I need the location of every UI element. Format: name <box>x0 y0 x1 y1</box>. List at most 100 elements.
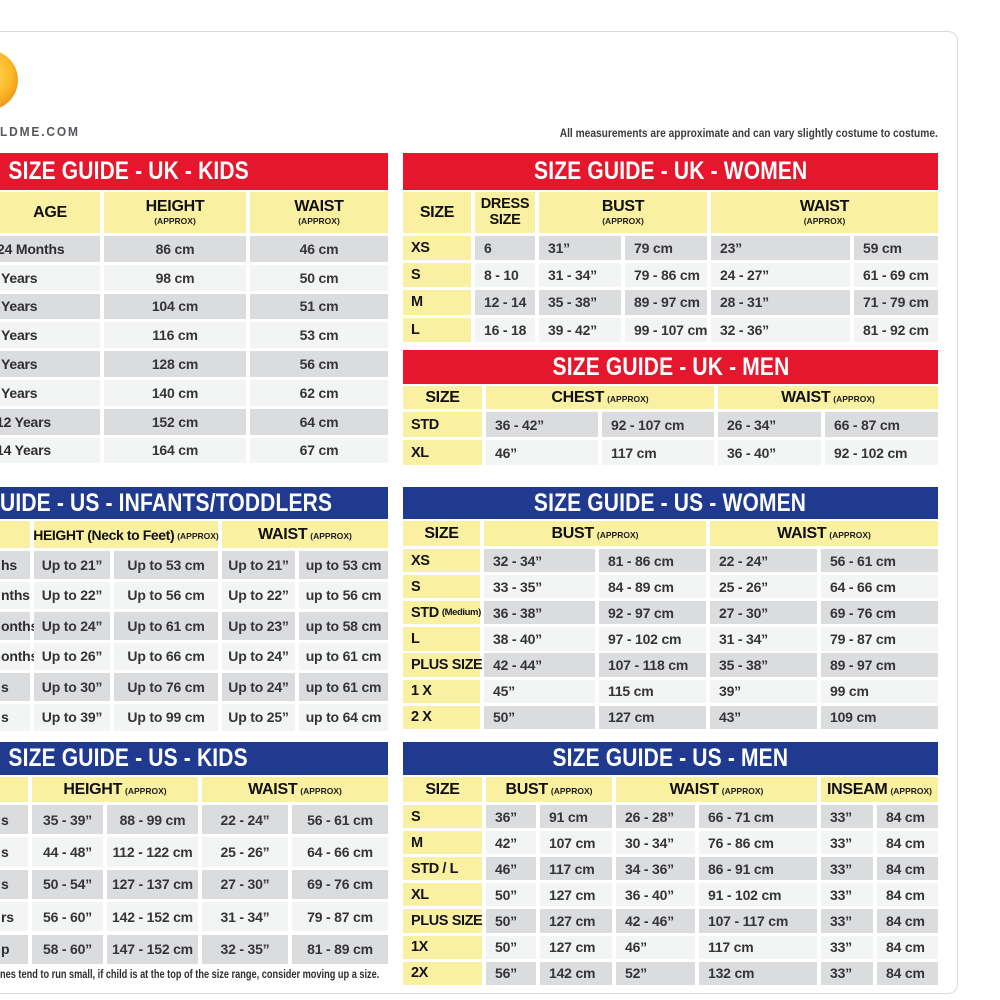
column-header <box>0 777 28 802</box>
measurement-cell: 36” <box>486 805 536 829</box>
age-label: Years <box>1 384 38 401</box>
measurement-cell: 27 - 30” <box>710 601 817 625</box>
column-header-approx: (APPROX) <box>300 786 342 796</box>
measurement-cell: 142 - 152 cm <box>107 902 198 932</box>
age-label: onths <box>1 648 39 665</box>
column-header-label: INSEAM <box>827 780 888 798</box>
table-title: SIZE GUIDE - US - MEN <box>552 744 789 772</box>
column-header-approx: (APPROX) <box>550 786 593 796</box>
size-label: STD <box>411 604 439 621</box>
table-title: SIZE GUIDE - UK - WOMEN <box>533 157 808 185</box>
age-label: Years <box>1 298 38 315</box>
age-label: s <box>1 876 9 893</box>
age-label-cell: 24 Months <box>0 236 100 262</box>
measurement-cell: 33” <box>821 935 873 959</box>
size-label-cell: PLUS SIZE <box>403 909 483 933</box>
age-label: 14 Years <box>0 442 51 459</box>
measurement-cell: 33” <box>821 961 873 985</box>
column-header-approx: (APPROX) <box>602 216 644 227</box>
measurement-cell: 46” <box>486 857 536 881</box>
column-header-approx: (APPROX) <box>829 530 871 540</box>
age-label-cell: Years <box>0 293 100 320</box>
measurement-cell: 33” <box>821 909 873 933</box>
age-label-cell: onths <box>0 642 38 670</box>
measurement-cell: 8 - 10 <box>475 263 535 288</box>
measurement-cell: 50” <box>486 909 536 933</box>
age-label-cell: s <box>0 805 28 835</box>
measurement-cell: 36 - 40” <box>616 883 695 907</box>
measurement-cell: 88 - 99 cm <box>107 805 198 835</box>
age-label: Years <box>1 356 38 373</box>
age-label: s <box>1 843 9 860</box>
column-header-approx: (APPROX) <box>177 531 219 541</box>
column-header: WAIST (APPROX) <box>718 386 938 409</box>
measurement-cell: 31 - 34” <box>539 263 621 288</box>
measurements-disclaimer: All measurements are approximate and can… <box>559 126 938 140</box>
measurement-cell: 79 - 87 cm <box>292 902 388 932</box>
column-header: AGE <box>0 192 100 233</box>
measurement-cell: 50 cm <box>250 264 388 291</box>
column-header-approx: (APPROX) <box>298 216 340 227</box>
age-label: s <box>1 811 9 828</box>
us-kids-sizing-note: nes tend to run small, if child is at th… <box>0 969 380 981</box>
column-header-approx: (APPROX) <box>125 786 167 796</box>
measurement-cell: 34 - 36” <box>616 857 695 881</box>
age-label-cell: Years <box>0 322 100 349</box>
measurement-cell: 81 - 92 cm <box>854 317 938 342</box>
measurement-cell: 31 - 34” <box>202 902 288 932</box>
table-us-women: SIZE GUIDE - US - WOMEN SIZE BUST (APPROX) W… <box>403 487 938 732</box>
measurement-cell: up to 61 cm <box>299 673 388 701</box>
measurement-cell: 69 - 76 cm <box>292 869 388 899</box>
column-header-label: WAIST <box>248 780 298 798</box>
column-header: HEIGHT (APPROX) <box>104 192 246 233</box>
measurement-cell: 50” <box>486 935 536 959</box>
column-header-label: SIZE <box>419 203 455 221</box>
measurement-cell: 92 - 97 cm <box>599 601 706 625</box>
measurement-cell: 36 - 42” <box>486 412 598 437</box>
age-label: 24 Months <box>0 240 65 257</box>
size-label-cell: STD (Medium) <box>403 601 481 625</box>
size-label-cell: M <box>403 831 482 855</box>
table-us-men: SIZE GUIDE - US - MEN SIZE BUST (APPROX) WAI… <box>403 742 938 988</box>
measurement-cell: 33” <box>821 883 873 907</box>
column-header-approx: (APPROX) <box>890 786 932 796</box>
measurement-cell: 39” <box>710 679 817 703</box>
column-header-label: HEIGHT <box>63 780 123 798</box>
age-label: s <box>1 678 9 695</box>
table-uk-men: SIZE GUIDE - UK - MEN SIZE CHEST (APPROX) WA… <box>403 350 938 468</box>
column-header-label: WAIST <box>669 780 719 798</box>
column-header-approx: (APPROX) <box>310 531 352 541</box>
size-label-cell: 2 X <box>403 705 480 729</box>
measurement-cell: 56 cm <box>250 351 388 377</box>
age-label-cell: onths <box>0 612 38 640</box>
column-header-label: WAIST <box>258 525 308 543</box>
measurement-cell: 98 cm <box>104 264 246 291</box>
measurement-cell: 127 cm <box>540 883 612 907</box>
measurement-cell: 33” <box>821 831 873 855</box>
column-header: SIZE <box>403 386 482 409</box>
age-label-cell: p <box>0 934 28 964</box>
size-label-cell: 1 X <box>403 679 480 703</box>
measurement-cell: 127 cm <box>599 705 706 729</box>
size-label-cell: XS <box>403 549 480 573</box>
age-label-cell: Years <box>0 380 100 406</box>
column-header: HEIGHT (APPROX) <box>32 777 198 802</box>
measurement-cell: 66 - 71 cm <box>699 805 817 829</box>
column-header: SIZE <box>403 777 482 802</box>
age-label: Years <box>1 269 38 286</box>
measurement-cell: 27 - 30” <box>202 869 288 899</box>
column-header-approx: (APPROX) <box>607 394 649 404</box>
table-title: UIDE - US - INFANTS/TODDLERS <box>0 488 333 517</box>
table-title-bar: SIZE GUIDE - UK - WOMEN <box>403 153 938 190</box>
column-header: HEIGHT (Neck to Feet) (APPROX) <box>33 521 219 548</box>
measurement-cell: up to 64 cm <box>299 703 388 731</box>
measurement-cell: 22 - 24” <box>202 805 288 835</box>
measurement-cell: 67 cm <box>250 437 388 464</box>
measurement-cell: 79 cm <box>625 236 707 261</box>
measurement-cell: Up to 22” <box>222 581 295 609</box>
age-label-cell: 12 Years <box>0 408 100 435</box>
measurement-cell: 152 cm <box>104 408 246 435</box>
column-header-label: BUST <box>601 198 645 216</box>
measurement-cell: Up to 21” <box>222 551 295 579</box>
age-label: Years <box>1 327 38 344</box>
